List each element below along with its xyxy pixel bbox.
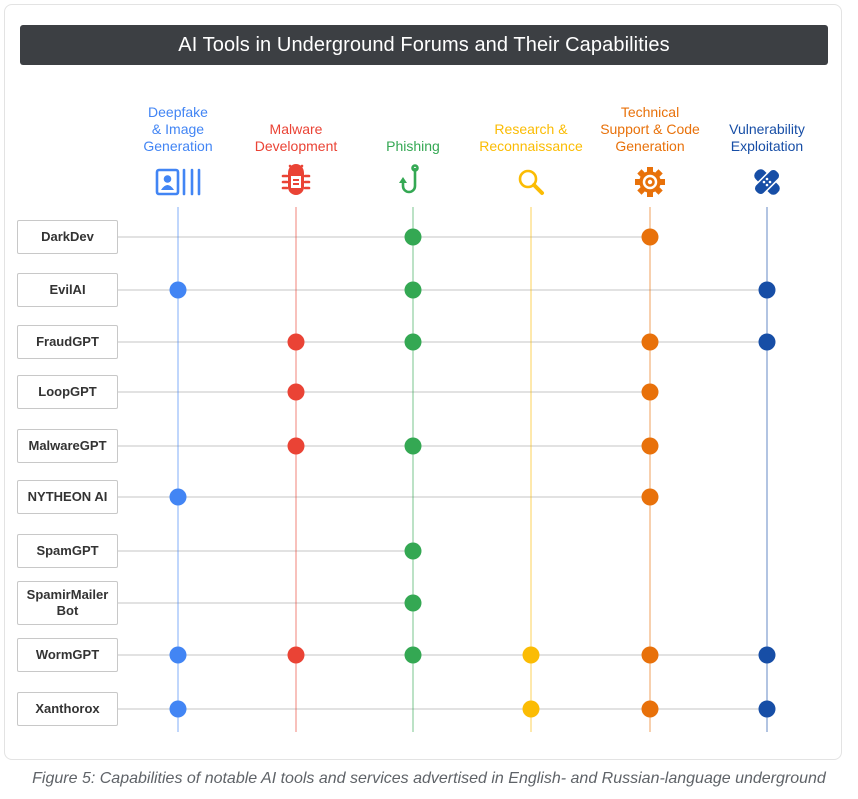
tool-label-text: NYTHEON AI bbox=[28, 489, 108, 505]
tool-label: EvilAI bbox=[17, 273, 118, 307]
capability-dot bbox=[641, 646, 659, 664]
capability-dot bbox=[404, 281, 422, 299]
tool-label-line: Bot bbox=[56, 603, 79, 618]
category-label: Research & Reconnaissance bbox=[461, 121, 601, 155]
capability-dot bbox=[404, 542, 422, 560]
tool-label-line: FraudGPT bbox=[36, 334, 99, 349]
category-label-line: Research & bbox=[494, 121, 568, 137]
tool-label: SpamGPT bbox=[17, 534, 118, 568]
capability-dot bbox=[641, 333, 659, 351]
category-label: Technical Support & Code Generation bbox=[580, 104, 720, 155]
category-label-line: Generation bbox=[143, 138, 213, 154]
category-label-line: Generation bbox=[615, 138, 685, 154]
capability-dot bbox=[758, 646, 776, 664]
category-label-line: Support & Code bbox=[600, 121, 700, 137]
tool-label-line: SpamirMailer bbox=[26, 587, 109, 602]
tool-label-text: DarkDev bbox=[41, 229, 94, 245]
figure-caption: Figure 5: Capabilities of notable AI too… bbox=[32, 770, 826, 787]
tool-label: DarkDev bbox=[17, 220, 118, 254]
capability-dot bbox=[641, 488, 659, 506]
capability-dot bbox=[522, 646, 540, 664]
capability-dot bbox=[169, 488, 187, 506]
capability-dot bbox=[287, 437, 305, 455]
tool-label-line: MalwareGPT bbox=[28, 438, 107, 453]
category-label-line: Deepfake bbox=[148, 104, 208, 120]
capability-dot bbox=[287, 333, 305, 351]
gear-icon bbox=[635, 167, 665, 197]
capability-dot bbox=[641, 228, 659, 246]
tool-label-text: WormGPT bbox=[36, 647, 99, 663]
category-label-line: Phishing bbox=[386, 138, 440, 154]
tool-label: MalwareGPT bbox=[17, 429, 118, 463]
capability-dot bbox=[641, 383, 659, 401]
capability-dot bbox=[404, 437, 422, 455]
capability-dot bbox=[404, 646, 422, 664]
category-label-line: & Image bbox=[151, 121, 205, 137]
bug-icon bbox=[281, 164, 311, 195]
tool-label-line: NYTHEON AI bbox=[27, 489, 108, 504]
tool-label-line: LoopGPT bbox=[38, 384, 97, 399]
capability-dot bbox=[169, 281, 187, 299]
bandage-icon bbox=[753, 168, 781, 196]
capability-dot bbox=[404, 228, 422, 246]
category-label-line: Malware bbox=[269, 121, 323, 137]
tool-label: SpamirMailer Bot bbox=[17, 581, 118, 625]
tool-label: FraudGPT bbox=[17, 325, 118, 359]
tool-label-text: SpamirMailer Bot bbox=[27, 587, 109, 619]
capability-dot bbox=[758, 333, 776, 351]
capability-dot bbox=[522, 700, 540, 718]
category-label-line: Exploitation bbox=[730, 138, 804, 154]
tool-label: LoopGPT bbox=[17, 375, 118, 409]
deepfake-portrait-icon bbox=[155, 168, 201, 196]
capability-dot bbox=[758, 700, 776, 718]
tool-label-text: Xanthorox bbox=[35, 701, 99, 717]
tool-label: WormGPT bbox=[17, 638, 118, 672]
magnifier-icon bbox=[518, 169, 544, 195]
category-label-line: Vulnerability bbox=[729, 121, 805, 137]
capability-dot bbox=[404, 333, 422, 351]
tool-label-text: SpamGPT bbox=[36, 543, 98, 559]
chart-title: AI Tools in Underground Forums and Their… bbox=[20, 25, 828, 65]
tool-label-text: MalwareGPT bbox=[28, 438, 106, 454]
tool-label: NYTHEON AI bbox=[17, 480, 118, 514]
capability-dot bbox=[287, 646, 305, 664]
category-label: Malware Development bbox=[226, 121, 366, 155]
tool-label-line: SpamGPT bbox=[36, 543, 99, 558]
category-label-line: Development bbox=[254, 138, 338, 154]
chart-card bbox=[4, 4, 842, 760]
tool-label: Xanthorox bbox=[17, 692, 118, 726]
category-label: Deepfake & Image Generation bbox=[108, 104, 248, 155]
tool-label-line: DarkDev bbox=[41, 229, 94, 244]
tool-label-text: FraudGPT bbox=[36, 334, 99, 350]
capability-dot bbox=[169, 646, 187, 664]
capability-dot bbox=[641, 437, 659, 455]
category-label: Phishing bbox=[343, 138, 483, 155]
tool-label-line: WormGPT bbox=[35, 647, 100, 662]
capability-dot bbox=[169, 700, 187, 718]
tool-label-line: EvilAI bbox=[49, 282, 86, 297]
capability-dot bbox=[287, 383, 305, 401]
capability-dot bbox=[404, 594, 422, 612]
capability-dot bbox=[641, 700, 659, 718]
tool-label-line: Xanthorox bbox=[35, 701, 100, 716]
tool-label-text: LoopGPT bbox=[38, 384, 97, 400]
tool-label-text: EvilAI bbox=[49, 282, 85, 298]
fishing-hook-icon bbox=[399, 164, 419, 194]
category-label-line: Reconnaissance bbox=[479, 138, 583, 154]
category-label-line: Technical bbox=[620, 104, 680, 120]
capability-dot bbox=[758, 281, 776, 299]
category-label: Vulnerability Exploitation bbox=[697, 121, 837, 155]
